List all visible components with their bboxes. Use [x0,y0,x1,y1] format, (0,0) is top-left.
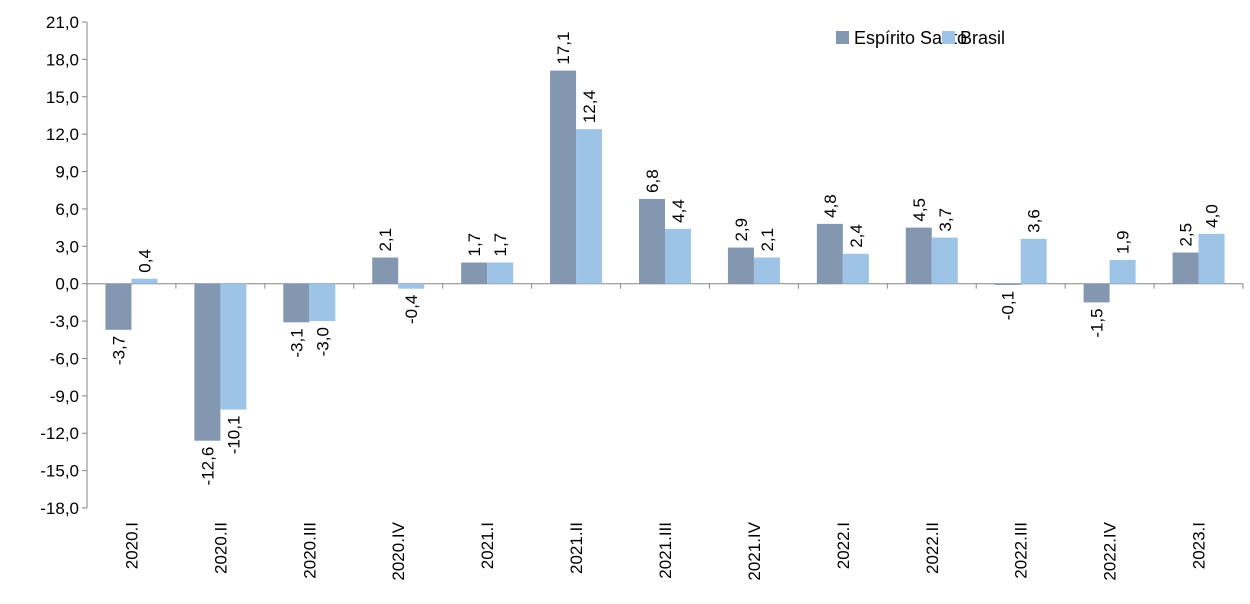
x-category-label: 2021.IV [745,521,764,580]
bar-brasil [1020,238,1047,284]
bar-espirito-santo [194,283,221,441]
data-label: -1,5 [1088,308,1107,337]
bar-brasil [1198,233,1225,284]
data-label: -0,4 [402,295,421,324]
x-category-label: 2022.III [1012,522,1031,579]
x-category-label: 2020.IV [389,521,408,580]
bar-brasil [398,283,425,289]
bar-brasil [842,253,869,284]
bar-espirito-santo [816,223,843,284]
data-label: 2,1 [758,228,777,252]
x-category-label: 2020.I [122,522,141,569]
data-label: -3,0 [313,327,332,356]
x-category-label: 2021.I [478,522,497,569]
y-tick-label: -15,0 [40,462,79,481]
data-label: 2,1 [376,228,395,252]
bar-espirito-santo [994,283,1021,285]
y-tick-label: 0,0 [55,275,79,294]
bar-espirito-santo [283,283,310,323]
bar-brasil [576,129,603,284]
data-label: 6,8 [643,169,662,193]
y-tick-label: 6,0 [55,200,79,219]
data-label: -12,6 [198,447,217,486]
x-category-label: 2021.III [656,522,675,579]
bar-brasil [220,283,247,410]
y-tick-label: -3,0 [50,312,79,331]
bar-brasil [931,237,958,284]
y-tick-label: 12,0 [46,125,79,144]
bar-espirito-santo [727,247,754,284]
bar-brasil [1109,260,1136,284]
bar-espirito-santo [372,257,399,284]
data-label: 4,4 [669,199,688,223]
bar-espirito-santo [461,262,488,284]
data-label: 2,9 [732,218,751,242]
data-label: -3,1 [287,328,306,357]
y-tick-label: 3,0 [55,237,79,256]
x-category-label: 2020.III [300,522,319,579]
bar-espirito-santo [1172,252,1199,284]
bar-brasil [309,283,336,322]
bar-brasil [665,228,691,284]
y-tick-label: 9,0 [55,163,79,182]
data-labels: -3,7 -12,6 -3,1 2,1 1,7 17,1 6,8 2,9 4,8 4,5 -0,1 -… [109,32,1221,486]
data-label: 17,1 [554,32,573,65]
bar-espirito-santo [639,198,665,284]
data-label: 2,5 [1177,223,1196,247]
legend-label: Brasil [960,28,1005,48]
bar-brasil [131,278,158,284]
x-category-label: 2020.II [211,522,230,574]
data-label: 3,7 [936,208,955,232]
y-tick-label: 15,0 [46,88,79,107]
y-tick-label: 21,0 [46,13,79,32]
y-tick-label: -6,0 [50,349,79,368]
data-label: 4,8 [821,194,840,218]
data-label: -10,1 [224,416,243,455]
data-label: -3,7 [109,336,128,365]
legend-swatch [942,31,955,44]
bar-brasil [487,262,514,284]
x-category-label: 2022.II [923,522,942,574]
y-tick-label: -12,0 [40,424,79,443]
x-category-label: 2022.IV [1101,521,1120,580]
data-label: 1,7 [465,233,484,257]
data-label: 3,6 [1025,209,1044,233]
data-label: 4,0 [1203,204,1222,228]
bar-espirito-santo [105,283,132,330]
data-label: 12,4 [580,90,599,123]
data-label: 1,9 [1114,230,1133,254]
bars [105,70,1225,441]
legend-label: Espírito Santo [854,28,967,48]
data-label: -0,1 [999,291,1018,320]
bar-brasil [753,257,780,284]
bar-espirito-santo [550,70,577,284]
bar-espirito-santo [1083,283,1110,303]
x-category-label: 2023.I [1190,522,1209,569]
y-tick-label: -9,0 [50,387,79,406]
x-category-label: 2022.I [834,522,853,569]
data-label: 2,4 [847,224,866,248]
data-label: 4,5 [910,198,929,222]
y-tick-label: 18,0 [46,50,79,69]
data-label: 1,7 [491,233,510,257]
x-category-label: 2021.II [567,522,586,574]
data-label: 0,4 [135,249,154,273]
y-tick-label: -18,0 [40,499,79,518]
bar-espirito-santo [905,227,932,284]
legend-swatch [836,31,849,44]
